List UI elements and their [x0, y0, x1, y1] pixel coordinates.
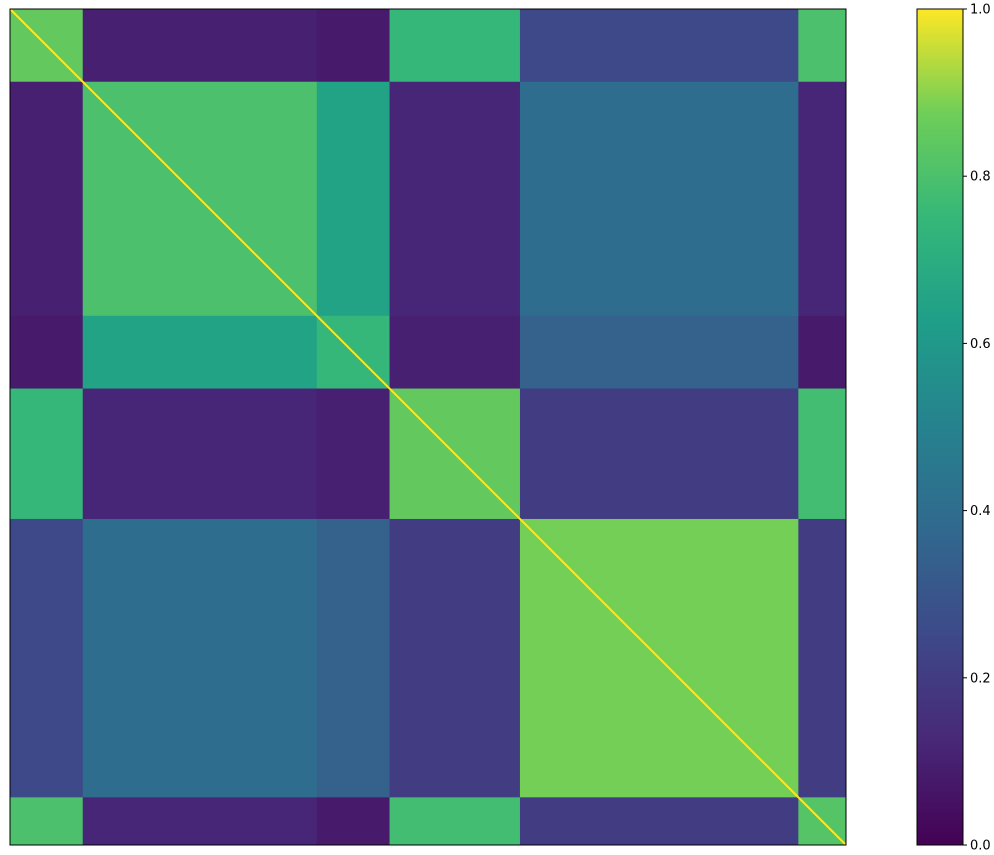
heatmap-block-0-1	[82, 9, 318, 83]
colorbar-frame	[916, 8, 964, 846]
heatmap-block-2-1	[82, 315, 318, 390]
heatmap-block-2-3	[389, 315, 521, 390]
heatmap-block-2-4	[519, 315, 799, 390]
heatmap-block-1-2	[316, 81, 391, 317]
heatmap-block-0-2	[316, 9, 391, 83]
heatmap-block-1-0	[10, 81, 84, 317]
heatmap-block-5-2	[316, 797, 391, 846]
heatmap-block-2-0	[10, 315, 84, 390]
heatmap-block-3-4	[519, 388, 799, 520]
colorbar-tick-label: 0.6	[970, 337, 991, 352]
heatmap-block-4-2	[316, 518, 391, 798]
heatmap-diagonal	[9, 8, 847, 846]
heatmap-block-3-5	[798, 388, 847, 520]
colorbar-ticks: 0.0 0.2 0.4 0.6 0.8 1.0	[963, 3, 991, 854]
heatmap-block-2-5	[798, 315, 847, 390]
heatmap-block-0-3	[389, 9, 521, 83]
colorbar-tick-label: 0.8	[970, 170, 991, 185]
heatmap-block-3-0	[10, 388, 84, 520]
colorbar-tick-label: 0.2	[970, 671, 991, 686]
heatmap-block-4-0	[10, 518, 84, 798]
heatmap-block-5-1	[82, 797, 318, 846]
heatmap-block-4-1	[82, 518, 318, 798]
colorbar-tick-label: 0.0	[970, 839, 991, 854]
colorbar-tick-label: 1.0	[970, 3, 991, 18]
colorbar-bar	[917, 9, 963, 845]
heatmap-block-1-4	[519, 81, 799, 317]
diagonal-line	[9, 8, 847, 846]
heatmap-block-5-3	[389, 797, 521, 846]
heatmap-block-1-3	[389, 81, 521, 317]
colorbar-tick-label: 0.4	[970, 504, 991, 519]
heatmap-frame	[9, 8, 847, 846]
heatmap-block-5-0	[10, 797, 84, 846]
heatmap-block-3-1	[82, 388, 318, 520]
heatmap-block-4-3	[389, 518, 521, 798]
heatmap-block-3-2	[316, 388, 391, 520]
heatmap-block-4-5	[798, 518, 847, 798]
heatmap-block-0-4	[519, 9, 799, 83]
heatmap-block-5-4	[519, 797, 799, 846]
heatmap-block-0-5	[798, 9, 847, 83]
heatmap-block-1-5	[798, 81, 847, 317]
